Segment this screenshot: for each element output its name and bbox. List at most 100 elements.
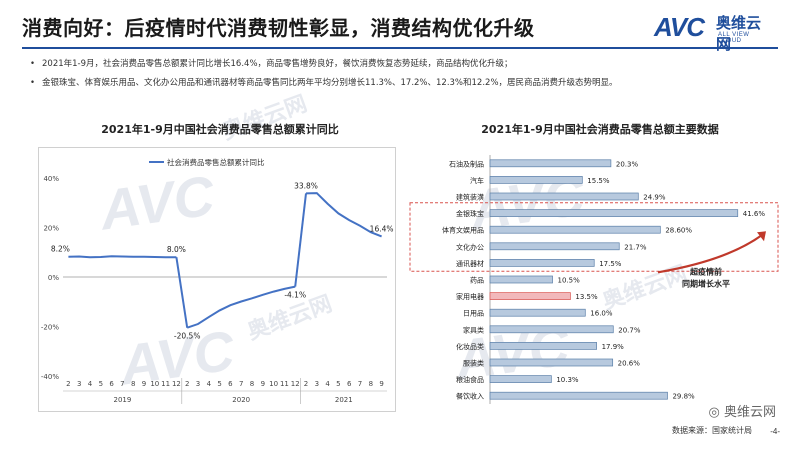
- bar-chart: 石油及制品 20.3% 汽车 15.5% 建筑装潢 24.9% 金银珠宝 41.6% 体育文娱用…: [409, 155, 779, 404]
- data-label: 33.8%: [294, 181, 318, 190]
- value-label: 41.6%: [743, 210, 766, 218]
- x-tick-label: 8: [131, 380, 135, 388]
- x-tick-label: 7: [358, 380, 362, 388]
- header-divider: [22, 47, 778, 49]
- category-label: 粮油食品: [456, 375, 484, 384]
- page-number: -4-: [770, 427, 780, 436]
- bullet-item: 2021年1-9月，社会消费品零售总额累计同比增长16.4%，商品零售增势良好，…: [30, 55, 770, 74]
- x-tick-label: 8: [369, 380, 373, 388]
- x-tick-label: 2: [304, 380, 308, 388]
- page-title: 消费向好：后疫情时代消费韧性彰显，消费结构优化升级: [22, 16, 535, 40]
- bar: [489, 242, 620, 251]
- year-label: 2021: [335, 396, 353, 404]
- y-tick-label: 20%: [43, 225, 59, 233]
- value-label: 20.3%: [616, 160, 639, 168]
- x-tick-label: 4: [207, 380, 212, 388]
- y-tick-label: -40%: [41, 373, 59, 381]
- wechat-label: 奥维云网: [723, 405, 776, 420]
- x-tick-label: 5: [99, 380, 103, 388]
- value-label: 21.7%: [624, 243, 647, 251]
- x-tick-label: 11: [280, 380, 289, 388]
- value-label: 10.3%: [556, 376, 579, 384]
- x-tick-label: 6: [228, 380, 233, 388]
- value-label: 20.7%: [618, 326, 641, 334]
- bar: [489, 159, 612, 168]
- highlight-box: [409, 202, 779, 272]
- x-tick-label: 5: [217, 380, 221, 388]
- bar: [489, 325, 614, 334]
- value-label: 24.9%: [643, 194, 666, 202]
- category-label: 化妆品类: [456, 342, 484, 351]
- category-label: 药品: [470, 276, 484, 285]
- annotation-arrowhead: [757, 231, 766, 242]
- series-line: [68, 255, 177, 259]
- category-label: 通讯器材: [456, 259, 484, 268]
- x-tick-label: 9: [379, 380, 383, 388]
- y-tick-label: 40%: [43, 175, 59, 183]
- bar: [489, 225, 661, 234]
- x-tick-label: 12: [291, 380, 300, 388]
- category-label: 建筑装潢: [456, 193, 484, 202]
- bar: [489, 292, 571, 300]
- value-label: 29.8%: [672, 393, 695, 401]
- x-tick-label: 2: [185, 380, 189, 388]
- series-connector: [294, 193, 307, 287]
- y-tick-label: 0%: [48, 274, 59, 282]
- x-tick-label: 4: [88, 380, 93, 388]
- value-label: 17.5%: [599, 260, 622, 268]
- value-label: 10.5%: [558, 277, 581, 285]
- x-tick-label: 10: [269, 380, 278, 388]
- category-label: 家用电器: [456, 292, 484, 301]
- bar: [489, 176, 583, 184]
- data-label: 8.2%: [51, 245, 70, 254]
- wechat-badge: ◎ 奥维云网: [708, 405, 777, 420]
- x-tick-label: 9: [261, 380, 265, 388]
- bar: [489, 375, 552, 383]
- x-tick-label: 7: [120, 380, 124, 388]
- x-tick-label: 3: [77, 380, 81, 388]
- category-label: 餐饮收入: [456, 392, 484, 401]
- data-label: 16.4%: [370, 224, 394, 233]
- category-label: 服装类: [463, 359, 484, 368]
- annotation-line: 超疫情前: [689, 266, 722, 276]
- category-label: 日用品: [463, 310, 484, 318]
- category-label: 石油及制品: [449, 159, 484, 168]
- y-tick-label: -20%: [41, 324, 59, 332]
- x-tick-label: 9: [142, 380, 146, 388]
- x-tick-label: 4: [325, 380, 330, 388]
- annotation-line: 同期增长水平: [682, 278, 730, 288]
- x-tick-label: 6: [347, 380, 352, 388]
- x-tick-label: 10: [150, 380, 159, 388]
- year-label: 2020: [232, 396, 250, 404]
- logo-en: ALL VIEW CLOUD: [718, 32, 750, 44]
- x-tick-label: 11: [161, 380, 170, 388]
- x-tick-label: 6: [109, 380, 114, 388]
- x-tick-label: 7: [239, 380, 243, 388]
- data-source: 数据来源：国家统计局: [672, 426, 752, 435]
- data-label: -20.5%: [174, 332, 201, 341]
- data-label: -4.1%: [284, 291, 306, 300]
- data-label: 8.0%: [167, 245, 186, 254]
- value-label: 20.6%: [618, 360, 641, 368]
- bar: [489, 209, 739, 217]
- line-chart-frame: 40% 20% 0% -20% -40% 2 3 4 5 6 7 8 9 10 11 12 2 3 4 5 6 7 8 9 10…: [38, 147, 396, 412]
- bar-chart-frame: 石油及制品 20.3% 汽车 15.5% 建筑装潢 24.9% 金银珠宝 41.6% 体育文娱用…: [408, 147, 784, 430]
- category-label: 汽车: [470, 176, 484, 185]
- annotation-arrow: [657, 233, 764, 274]
- category-label: 文化办公: [456, 242, 484, 251]
- x-tick-label: 5: [336, 380, 340, 388]
- bar: [489, 342, 597, 350]
- x-tick-label: 3: [315, 380, 319, 388]
- series-line: [305, 192, 382, 238]
- series-line: [186, 285, 296, 329]
- value-label: 17.9%: [602, 343, 625, 351]
- category-label: 金银珠宝: [456, 209, 484, 218]
- x-tick-label: 12: [172, 380, 181, 388]
- bullet-item: 金银珠宝、体育娱乐用品、文化办公用品和通讯器材等商品零售同比两年平均分别增长11…: [30, 74, 770, 93]
- value-label: 13.5%: [575, 293, 598, 301]
- watermark-cn: 奥维云网: [219, 91, 311, 146]
- summary-bullets: 2021年1-9月，社会消费品零售总额累计同比增长16.4%，商品零售增势良好，…: [30, 55, 770, 93]
- legend-label: 社会消费品零售总额累计同比: [167, 157, 265, 167]
- value-label: 16.0%: [590, 310, 613, 318]
- year-label: 2019: [113, 396, 131, 404]
